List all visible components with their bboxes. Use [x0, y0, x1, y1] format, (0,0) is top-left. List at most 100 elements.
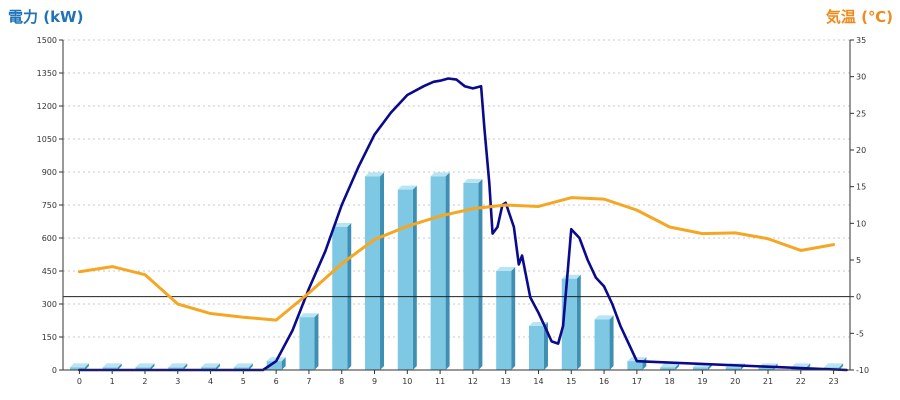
bar-top	[594, 315, 614, 320]
x-tick-label: 5	[241, 377, 246, 386]
y-tick-label-right: 20	[856, 146, 866, 155]
bar-side	[183, 363, 188, 370]
bar-side	[281, 357, 286, 370]
y-tick-label-left: 450	[42, 267, 57, 276]
y-tick-label-left: 750	[42, 201, 57, 210]
bar-top	[496, 267, 516, 271]
x-tick-label: 11	[435, 377, 445, 386]
bar	[496, 271, 512, 370]
y-tick-label-right: 10	[856, 219, 866, 228]
x-tick-label: 23	[829, 377, 839, 386]
bar	[102, 367, 118, 370]
bar-side	[150, 363, 155, 370]
y-tick-label-left: 300	[42, 300, 57, 309]
bar	[69, 367, 85, 370]
bar-top	[824, 363, 844, 368]
y-tick-label-left: 0	[52, 366, 57, 375]
x-tick-label: 20	[730, 377, 740, 386]
bar-top	[365, 172, 385, 177]
bar-top	[332, 223, 352, 227]
x-tick-label: 9	[372, 377, 377, 386]
bar	[430, 176, 446, 370]
x-tick-label: 18	[665, 377, 675, 386]
y-tick-label-left: 1350	[37, 69, 57, 78]
x-tick-label: 4	[208, 377, 213, 386]
gridlines	[63, 39, 850, 338]
y-axis-title-right: 気温 (℃)	[826, 8, 893, 26]
power-line	[78, 77, 849, 372]
bar-side	[478, 179, 483, 370]
x-tick-label: 2	[142, 377, 147, 386]
bar-top	[791, 363, 811, 368]
x-tick-label: 14	[533, 377, 543, 386]
y-tick-label-right: 0	[856, 293, 861, 302]
bar	[725, 367, 741, 370]
bar	[332, 227, 348, 370]
bar-side	[380, 172, 385, 370]
bar	[397, 189, 413, 370]
bar-side	[314, 313, 319, 370]
bar-top	[299, 313, 319, 318]
x-tick-label: 22	[796, 377, 806, 386]
y-tick-label-left: 1500	[37, 36, 57, 45]
y-axis-title-left: 電力 (kW)	[8, 8, 83, 26]
bar-top	[463, 179, 483, 183]
bar	[528, 326, 544, 370]
x-tick-label: 1	[110, 377, 115, 386]
bar-top	[201, 363, 221, 368]
x-tick-label: 6	[274, 377, 279, 386]
x-tick-label: 8	[339, 377, 344, 386]
bar-side	[609, 315, 614, 370]
x-tick-label: 15	[566, 377, 576, 386]
bar	[660, 367, 676, 370]
bar-side	[839, 363, 844, 370]
bar	[365, 176, 381, 370]
bar-top	[168, 363, 188, 368]
bar-top	[430, 172, 450, 177]
y-tick-label-left: 1200	[37, 102, 57, 111]
y-tick-label-right: 15	[856, 183, 866, 192]
x-tick-label: 7	[306, 377, 311, 386]
bar-side	[248, 363, 253, 370]
bar-side	[675, 363, 680, 370]
temperature-line	[77, 196, 836, 322]
bar-top	[135, 363, 155, 368]
x-tick-label: 12	[468, 377, 478, 386]
bar-series	[69, 172, 844, 370]
y-tick-label-right: 25	[856, 109, 866, 118]
bar-top	[102, 363, 122, 368]
y-tick-label-right: 35	[856, 36, 866, 45]
bar-side	[216, 363, 221, 370]
x-tick-label: 17	[632, 377, 642, 386]
line-series	[77, 77, 849, 372]
bar-top	[233, 363, 253, 368]
bar-side	[84, 363, 89, 370]
y-tick-label-left: 1050	[37, 135, 57, 144]
x-tick-label: 10	[402, 377, 412, 386]
bar	[463, 183, 479, 370]
bar	[233, 367, 249, 370]
x-tick-label: 19	[697, 377, 707, 386]
x-tick-label: 13	[501, 377, 511, 386]
y-tick-label-right: 5	[856, 256, 861, 265]
bar	[168, 367, 184, 370]
bar-side	[445, 172, 450, 370]
axes: 01503004506007509001050120013501500-10-5…	[37, 36, 869, 386]
bar	[692, 367, 708, 370]
bar-top	[69, 363, 89, 368]
bar-side	[117, 363, 122, 370]
bar	[266, 361, 282, 370]
bar-top	[397, 185, 417, 190]
y-tick-label-right: -5	[856, 329, 864, 338]
bar	[201, 367, 217, 370]
x-tick-label: 3	[175, 377, 180, 386]
y-tick-label-left: 150	[42, 333, 57, 342]
bar	[299, 317, 315, 370]
y-tick-label-right: 30	[856, 73, 866, 82]
bar	[627, 361, 643, 370]
bar	[594, 319, 610, 370]
bar	[758, 367, 774, 370]
y-tick-label-left: 600	[42, 234, 57, 243]
